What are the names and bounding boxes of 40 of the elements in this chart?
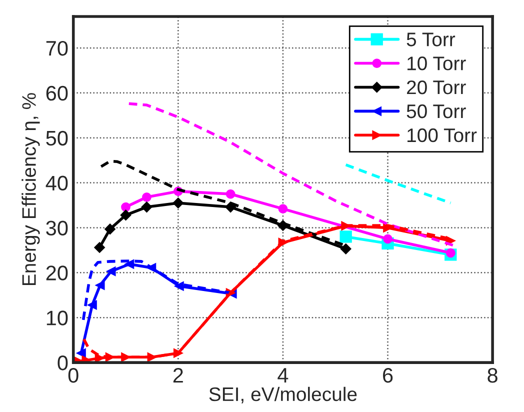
x-tick-label: 8 — [488, 368, 498, 383]
y-tick-label: 60 — [46, 86, 68, 101]
y-tick-label: 70 — [46, 40, 68, 56]
point — [226, 189, 236, 199]
point — [340, 230, 352, 243]
point — [104, 224, 116, 235]
y-tick-label: 50 — [46, 130, 68, 146]
point — [76, 348, 86, 358]
point — [142, 192, 152, 202]
y-tick-label: 30 — [46, 220, 68, 236]
legend-label: 10 Torr — [408, 56, 466, 70]
y-tick-label: 20 — [46, 266, 68, 280]
y-axis-title: Energy Efficiency η, % — [22, 93, 40, 286]
y-tick-label: 0 — [58, 356, 68, 370]
y-tick-label: 40 — [46, 176, 68, 191]
legend-label: 100 Torr — [408, 128, 477, 142]
point — [383, 234, 392, 244]
point — [141, 202, 152, 212]
legend-label: 20 Torr — [407, 80, 466, 94]
point — [106, 266, 116, 276]
point — [88, 300, 97, 310]
point — [121, 202, 130, 212]
y-tick-label: 10 — [46, 310, 68, 326]
point — [95, 280, 105, 290]
x-tick-label: 2 — [173, 368, 183, 383]
x-tick-label: 6 — [383, 368, 393, 383]
point — [124, 259, 134, 269]
point — [120, 210, 132, 221]
point — [225, 202, 236, 212]
point — [278, 204, 288, 214]
x-tick-label: 0 — [68, 368, 78, 383]
point — [340, 243, 352, 254]
point — [172, 198, 184, 208]
point — [174, 281, 184, 291]
x-tick-label: 4 — [278, 368, 288, 383]
point — [94, 242, 105, 253]
point — [446, 248, 456, 258]
legend-label: 5 Torr — [406, 32, 456, 46]
legend-label: 50 Torr — [406, 104, 466, 118]
x-axis-title: SEI, eV/molecule — [209, 386, 357, 404]
